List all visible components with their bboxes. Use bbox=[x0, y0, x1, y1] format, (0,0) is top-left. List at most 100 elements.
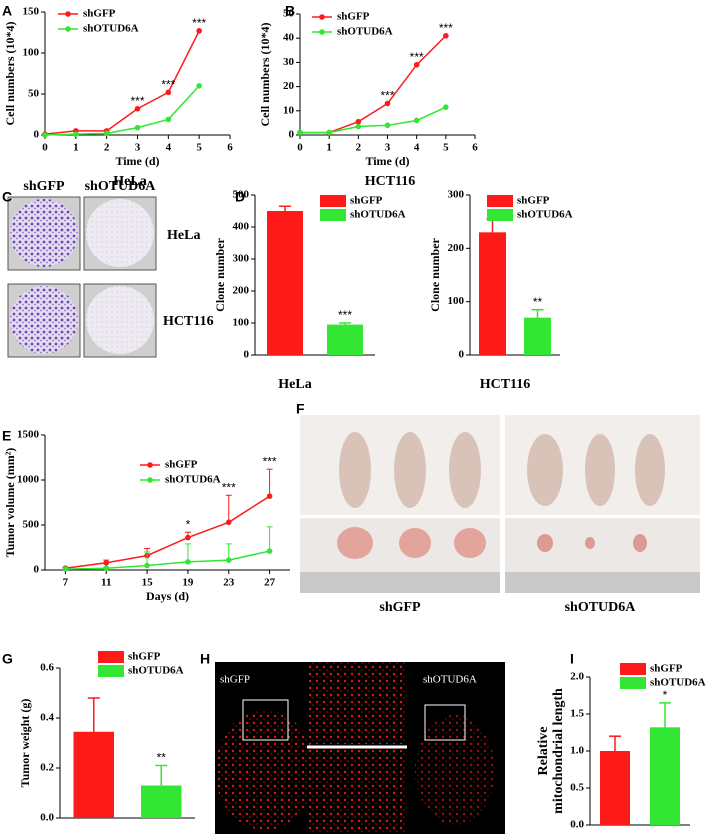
point bbox=[355, 118, 362, 125]
y-tick-label: 100 bbox=[233, 317, 250, 329]
caption: HeLa bbox=[278, 377, 311, 392]
y-tick-label: 0.5 bbox=[570, 782, 584, 794]
plate bbox=[86, 199, 154, 267]
panel-letter: B bbox=[285, 3, 295, 19]
image-label: shGFP bbox=[220, 674, 250, 686]
legend-marker bbox=[65, 26, 71, 32]
colony-images: shGFP shOTUD6A HeLa HCT116 bbox=[7, 179, 214, 358]
bar bbox=[524, 317, 551, 355]
tumor bbox=[537, 534, 553, 552]
roi bbox=[424, 704, 466, 741]
x-tick-label: 6 bbox=[227, 142, 233, 154]
point bbox=[165, 89, 172, 96]
y-tick-label: 150 bbox=[23, 6, 40, 18]
point bbox=[144, 562, 150, 569]
significance: *** bbox=[161, 78, 175, 92]
point bbox=[413, 117, 420, 124]
panel-letter: G bbox=[2, 651, 13, 667]
y-tick-label: 0.4 bbox=[40, 712, 54, 724]
significance: * bbox=[186, 517, 191, 531]
point bbox=[185, 559, 191, 565]
legend-marker bbox=[319, 14, 325, 20]
panel-letter: I bbox=[570, 651, 574, 667]
y-tick-label: 50 bbox=[283, 8, 295, 20]
group-label: shGFP bbox=[379, 600, 421, 615]
plate bbox=[10, 199, 78, 267]
y-tick-label: 300 bbox=[448, 189, 465, 201]
microscopy-images: shGFP shOTUD6A bbox=[215, 662, 505, 834]
x-tick-label: 1 bbox=[326, 142, 332, 154]
y-tick-label: 1.0 bbox=[570, 745, 584, 757]
column-label: shOTUD6A bbox=[85, 179, 157, 194]
point bbox=[165, 116, 172, 123]
y-tick-label: 20 bbox=[283, 80, 295, 92]
tumor bbox=[337, 527, 373, 559]
y-tick-label: 500 bbox=[23, 519, 40, 531]
legend-label: shGFP bbox=[165, 459, 198, 471]
legend-label: shOTUD6A bbox=[650, 677, 706, 689]
legend-swatch bbox=[620, 677, 646, 689]
legend-label: shOTUD6A bbox=[83, 23, 139, 35]
y-axis-label: Relative bbox=[536, 727, 551, 776]
panel-letter: E bbox=[2, 428, 11, 444]
series-line bbox=[300, 106, 447, 134]
significance: *** bbox=[380, 89, 394, 103]
point bbox=[443, 32, 449, 39]
legend-label: shOTUD6A bbox=[337, 26, 393, 38]
bar bbox=[141, 785, 182, 818]
mouse-images: shGFP shOTUD6A bbox=[300, 415, 700, 615]
point bbox=[297, 129, 303, 136]
significance: *** bbox=[192, 16, 206, 30]
legend-marker bbox=[65, 11, 71, 17]
mouse bbox=[339, 432, 371, 508]
legend-label: shOTUD6A bbox=[128, 665, 184, 677]
x-tick-label: 6 bbox=[472, 142, 478, 154]
panel-letter: C bbox=[2, 189, 12, 205]
x-tick-label: 23 bbox=[223, 577, 235, 589]
legend-swatch bbox=[98, 665, 124, 677]
legend-marker bbox=[147, 462, 153, 468]
y-tick-label: 10 bbox=[283, 104, 295, 116]
legend-label: shGFP bbox=[337, 11, 370, 23]
point bbox=[384, 100, 391, 107]
y-tick-label: 100 bbox=[23, 47, 40, 59]
legend-swatch bbox=[98, 651, 124, 663]
legend-swatch bbox=[320, 195, 346, 207]
bar bbox=[479, 232, 506, 355]
y-tick-label: 0.6 bbox=[40, 662, 54, 674]
y-tick-label: 300 bbox=[233, 253, 250, 265]
y-axis-label: Clone number bbox=[213, 237, 227, 311]
point bbox=[384, 122, 391, 129]
caption: HCT116 bbox=[365, 174, 416, 189]
legend-label: shGFP bbox=[350, 195, 383, 207]
x-axis-label: Time (d) bbox=[365, 154, 409, 168]
column-label: shGFP bbox=[23, 179, 65, 194]
x-tick-label: 1 bbox=[73, 142, 79, 154]
x-tick-label: 2 bbox=[356, 142, 362, 154]
point bbox=[326, 129, 332, 136]
point bbox=[103, 565, 110, 571]
mouse bbox=[449, 432, 481, 508]
series-line bbox=[44, 30, 200, 135]
significance: *** bbox=[410, 50, 424, 64]
tumor bbox=[633, 534, 647, 552]
ruler bbox=[505, 572, 700, 593]
significance: ** bbox=[533, 295, 543, 309]
mouse bbox=[394, 432, 426, 508]
point bbox=[225, 557, 232, 563]
mouse bbox=[635, 434, 665, 506]
y-tick-label: 200 bbox=[448, 242, 465, 254]
zoom bbox=[307, 662, 407, 744]
y-tick-label: 0.0 bbox=[40, 812, 54, 824]
y-tick-label: 200 bbox=[233, 285, 250, 297]
x-tick-label: 7 bbox=[63, 577, 69, 589]
y-tick-label: 1.5 bbox=[570, 708, 584, 720]
y-tick-label: 400 bbox=[233, 221, 250, 233]
x-tick-label: 27 bbox=[264, 577, 276, 589]
legend-label: shGFP bbox=[83, 8, 116, 20]
caption: HCT116 bbox=[480, 377, 531, 392]
bar bbox=[327, 324, 363, 355]
roi bbox=[242, 699, 289, 741]
row-label: HCT116 bbox=[163, 314, 214, 329]
